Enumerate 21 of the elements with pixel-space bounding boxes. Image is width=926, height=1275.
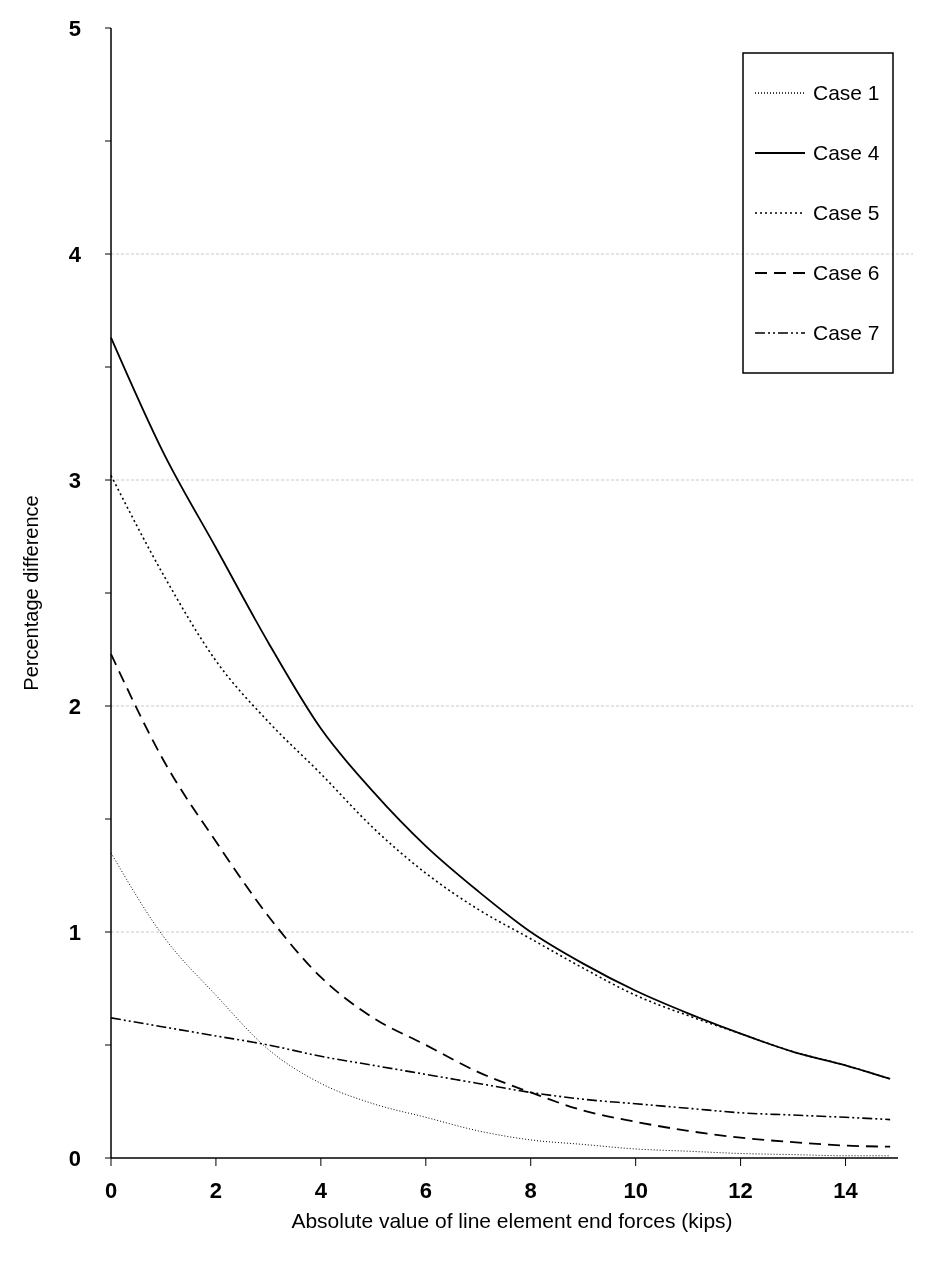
legend-label: Case 1 bbox=[813, 81, 880, 105]
x-tick-label: 6 bbox=[419, 1178, 432, 1203]
x-tick-label: 12 bbox=[728, 1178, 753, 1203]
x-tick-label: 0 bbox=[104, 1178, 118, 1203]
y-axis-title: Percentage difference bbox=[20, 495, 42, 691]
y-tick-label: 1 bbox=[68, 919, 81, 945]
y-tick-label: 3 bbox=[68, 467, 81, 493]
y-tick-label: 0 bbox=[68, 1145, 81, 1171]
x-tick-label: 14 bbox=[833, 1178, 859, 1203]
legend-label: Case 6 bbox=[813, 261, 880, 285]
x-tick-label: 2 bbox=[209, 1178, 223, 1203]
y-tick-label: 5 bbox=[68, 15, 81, 41]
y-tick-label: 4 bbox=[68, 241, 82, 267]
x-tick-label: 8 bbox=[524, 1178, 537, 1203]
x-tick-label: 4 bbox=[314, 1178, 328, 1203]
y-tick-label: 2 bbox=[68, 693, 81, 719]
x-tick-label: 10 bbox=[623, 1178, 648, 1203]
legend-label: Case 7 bbox=[813, 321, 880, 345]
x-axis-title: Absolute value of line element end forces (kips) bbox=[291, 1209, 733, 1232]
legend-label: Case 4 bbox=[813, 141, 880, 165]
legend-label: Case 5 bbox=[813, 201, 880, 225]
